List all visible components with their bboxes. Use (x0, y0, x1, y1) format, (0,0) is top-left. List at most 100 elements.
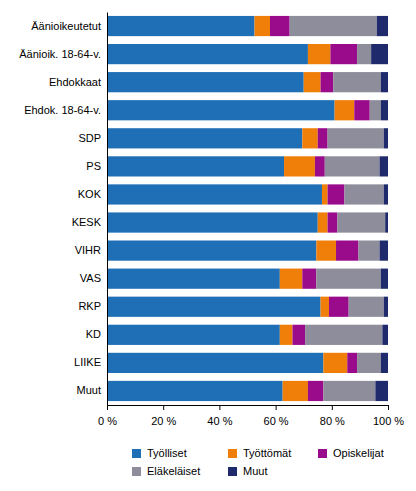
bar (107, 269, 280, 289)
bar (336, 241, 358, 261)
bar (308, 381, 323, 401)
legend-item: Työttömät (228, 447, 291, 459)
legend-label: Työlliset (147, 447, 187, 459)
chart: 0 %20 %40 %60 %80 %100 %ÄänioikeutetutÄä… (0, 0, 416, 491)
category-label: Äänioik. 18-64-v. (19, 48, 101, 60)
bar (292, 325, 305, 345)
tick-label: 0 % (98, 415, 117, 427)
tick-mark (163, 405, 164, 410)
tick: 0 % (98, 405, 117, 427)
bar (357, 44, 371, 64)
bar (354, 100, 369, 120)
category-label: SDP (78, 132, 101, 144)
tick-mark (276, 405, 277, 410)
bar (349, 297, 384, 317)
series (107, 16, 335, 401)
bar (107, 72, 304, 92)
bar (347, 353, 357, 373)
bar (107, 156, 284, 176)
bar (381, 353, 388, 373)
category-label: Muut (77, 384, 101, 396)
bar (375, 381, 388, 401)
tick: 40 % (207, 405, 232, 427)
bar (107, 184, 322, 204)
bar (381, 100, 388, 120)
tick-mark (219, 405, 220, 410)
bar (308, 44, 330, 64)
bar (381, 72, 388, 92)
series (290, 16, 386, 401)
bar (381, 269, 388, 289)
tick-mark (388, 405, 389, 410)
bar (385, 212, 388, 232)
bar (107, 44, 308, 64)
bar (107, 353, 323, 373)
legend-item: Työlliset (132, 447, 187, 459)
category-label: Äänioikeutetut (31, 20, 101, 32)
legend-swatch (132, 467, 141, 476)
category-label: PS (86, 160, 101, 172)
category-tick: KD (86, 328, 107, 340)
tick-label: 60 % (264, 415, 289, 427)
category-label: LIIKE (74, 356, 101, 368)
legend-label: Työttömät (243, 447, 291, 459)
tick: 20 % (151, 405, 176, 427)
bar (357, 353, 381, 373)
bar (284, 156, 315, 176)
series (371, 16, 388, 401)
bar (371, 44, 388, 64)
bar (302, 269, 316, 289)
bar (304, 72, 321, 92)
bar (315, 156, 325, 176)
bar (107, 128, 302, 148)
legend-swatch (228, 449, 237, 458)
tick-label: 100 % (373, 415, 404, 427)
legend-label: Muut (243, 465, 267, 477)
legend-item: Eläkeläiset (132, 465, 200, 477)
bar (318, 128, 328, 148)
category-tick: SDP (78, 132, 107, 144)
category-tick: Ehdok. 18-64-v. (24, 104, 107, 116)
tick: 60 % (264, 405, 289, 427)
category-tick: RKP (78, 300, 107, 312)
bar (107, 100, 335, 120)
category-tick: KOK (78, 188, 107, 200)
bar (107, 241, 316, 261)
bar (384, 128, 388, 148)
bar (290, 16, 377, 36)
tick-label: 20 % (151, 415, 176, 427)
category-label: KOK (78, 188, 102, 200)
bar (305, 325, 382, 345)
legend-swatch (132, 449, 141, 458)
bar (328, 212, 338, 232)
legend-swatch (318, 449, 327, 458)
category-tick: Äänioik. 18-64-v. (19, 48, 107, 60)
bar (107, 297, 321, 317)
bar (107, 212, 318, 232)
bar (107, 16, 255, 36)
category-tick: LIIKE (74, 356, 107, 368)
tick-label: 40 % (207, 415, 232, 427)
category-label: Ehdok. 18-64-v. (24, 104, 101, 116)
category-label: Ehdokkaat (49, 76, 101, 88)
bar (377, 16, 388, 36)
category-tick: KESK (72, 216, 107, 228)
bars (107, 16, 388, 401)
bar (370, 100, 381, 120)
category-tick: VIHR (75, 244, 107, 256)
category-tick: Ehdokkaat (49, 76, 107, 88)
plot: 0 %20 %40 %60 %80 %100 %ÄänioikeutetutÄä… (19, 13, 404, 428)
bar (329, 297, 349, 317)
bar (335, 100, 355, 120)
bar (321, 72, 334, 92)
bar (382, 325, 388, 345)
bar (330, 44, 357, 64)
y-axis: Äänioikeutetut Äänioik. 18-64-v. Ehdokkaat… (19, 13, 107, 406)
bar (316, 241, 336, 261)
axis-line (108, 405, 389, 406)
bar (328, 184, 345, 204)
bar (316, 269, 381, 289)
bar (107, 381, 283, 401)
tick: 100 % (373, 405, 404, 427)
x-axis: 0 %20 %40 %60 %80 %100 % (98, 405, 404, 427)
